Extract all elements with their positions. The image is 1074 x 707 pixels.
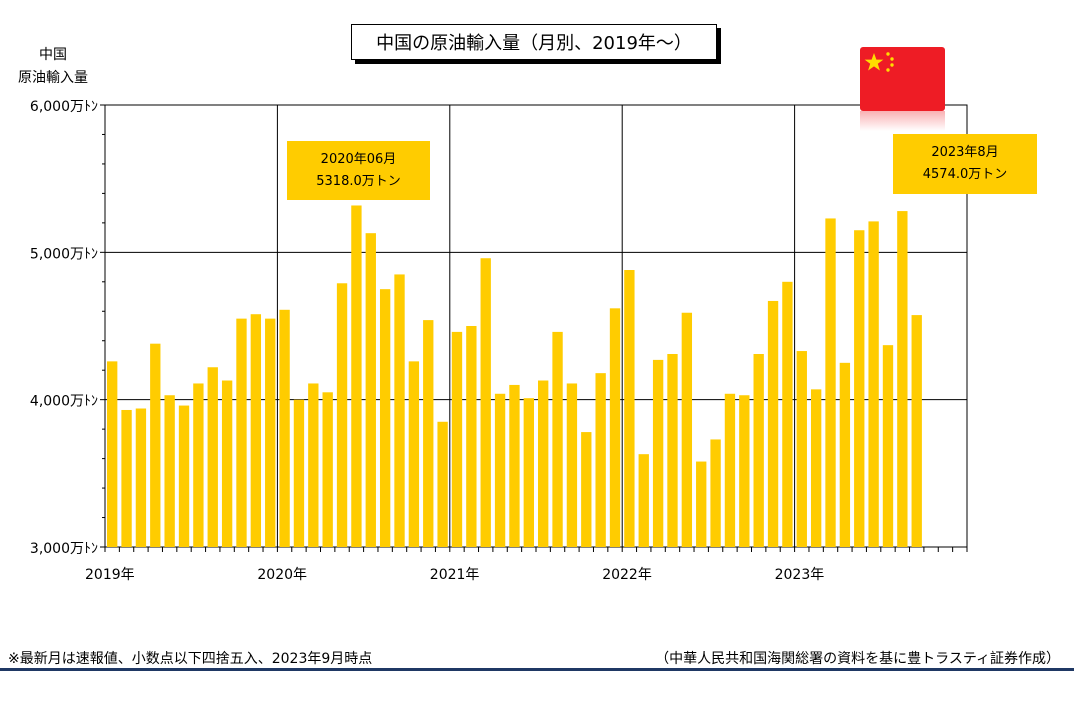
bar bbox=[336, 283, 348, 547]
bar bbox=[767, 300, 779, 547]
bar bbox=[509, 384, 520, 547]
bar bbox=[624, 270, 635, 547]
bar bbox=[236, 318, 247, 547]
bar bbox=[308, 383, 319, 547]
callout-2023-08: 2023年8月 4574.0万トン bbox=[893, 134, 1037, 194]
bar bbox=[782, 281, 793, 547]
bar bbox=[480, 258, 491, 547]
bar bbox=[868, 221, 879, 548]
bar bbox=[523, 398, 534, 547]
bar bbox=[265, 318, 276, 547]
footnote: ※最新月は速報値、小数点以下四捨五入、2023年9月時点 bbox=[8, 651, 373, 667]
bar bbox=[796, 351, 807, 547]
bar bbox=[681, 312, 693, 547]
bar bbox=[437, 421, 448, 547]
plot-area bbox=[104, 104, 968, 548]
bar bbox=[552, 331, 563, 547]
bar bbox=[753, 353, 764, 547]
bar bbox=[566, 383, 578, 547]
bar bbox=[164, 395, 175, 547]
source-note: （中華人民共和国海関総署の資料を基に豊トラスティ証券作成） bbox=[655, 651, 1060, 667]
y-axis-label-line2: 原油輸入量 bbox=[18, 70, 88, 86]
bar bbox=[854, 230, 865, 547]
x-tick-label: 2023年 bbox=[775, 567, 825, 583]
china-flag-icon bbox=[860, 47, 945, 111]
bar bbox=[423, 320, 434, 547]
footer-rule bbox=[0, 668, 1074, 671]
y-axis-label-line1: 中国 bbox=[39, 47, 67, 63]
x-tick-label: 2022年 bbox=[602, 567, 652, 583]
bar bbox=[121, 409, 132, 547]
bar bbox=[451, 331, 463, 547]
bar bbox=[150, 343, 161, 547]
callout-2023-08-date: 2023年8月 bbox=[931, 145, 999, 160]
bar bbox=[322, 392, 333, 547]
bar bbox=[696, 461, 707, 547]
bar bbox=[710, 439, 721, 547]
bar bbox=[911, 315, 922, 547]
bar bbox=[724, 393, 736, 547]
bar bbox=[595, 373, 606, 547]
chart-title: 中国の原油輸入量（月別、2019年～） bbox=[351, 24, 717, 60]
bar bbox=[221, 380, 233, 547]
bar bbox=[107, 361, 118, 547]
bar bbox=[667, 353, 678, 547]
bar bbox=[739, 395, 750, 547]
bar bbox=[293, 399, 305, 547]
bar bbox=[394, 274, 405, 547]
callout-2020-06: 2020年06月 5318.0万トン bbox=[287, 141, 430, 200]
y-tick-label: 6,000万ﾄﾝ bbox=[30, 99, 98, 115]
bar bbox=[839, 362, 851, 547]
bar bbox=[379, 289, 391, 547]
y-tick-label: 4,000万ﾄﾝ bbox=[30, 394, 98, 410]
bar bbox=[494, 393, 506, 547]
bar bbox=[365, 233, 376, 547]
bar bbox=[466, 326, 477, 547]
flag-reflection bbox=[860, 111, 945, 131]
bar bbox=[810, 389, 822, 547]
x-tick-label: 2019年 bbox=[85, 567, 135, 583]
y-tick-label: 3,000万ﾄﾝ bbox=[30, 541, 98, 557]
bar bbox=[825, 218, 836, 548]
callout-2023-08-value: 4574.0万トン bbox=[922, 167, 1008, 182]
callout-2020-06-date: 2020年06月 bbox=[320, 151, 397, 167]
bar bbox=[538, 380, 549, 547]
bar bbox=[207, 367, 218, 547]
bar bbox=[193, 383, 204, 547]
bar bbox=[250, 314, 262, 547]
bar bbox=[279, 309, 290, 547]
bar bbox=[178, 405, 190, 547]
x-tick-label: 2021年 bbox=[430, 567, 480, 583]
bar bbox=[135, 408, 147, 547]
bar bbox=[581, 432, 592, 547]
y-tick-label: 5,000万ﾄﾝ bbox=[30, 246, 98, 262]
bar bbox=[882, 345, 894, 547]
bar bbox=[351, 205, 362, 548]
bar bbox=[609, 308, 621, 547]
bar bbox=[638, 454, 649, 547]
bar bbox=[408, 361, 420, 547]
x-tick-label: 2020年 bbox=[257, 567, 307, 583]
bar bbox=[897, 211, 908, 547]
bar bbox=[652, 359, 664, 547]
callout-2020-06-value: 5318.0万トン bbox=[316, 173, 401, 189]
